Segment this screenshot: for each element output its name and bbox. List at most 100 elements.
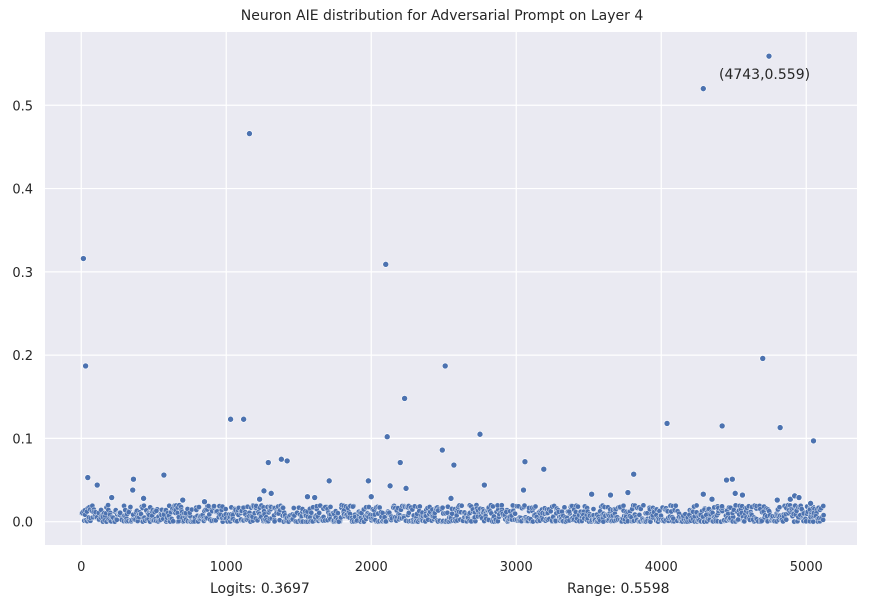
data-point xyxy=(105,502,111,508)
data-point xyxy=(773,496,781,504)
data-point xyxy=(179,496,187,504)
data-point xyxy=(290,505,297,511)
data-point xyxy=(141,502,147,509)
data-point xyxy=(402,485,410,492)
data-point xyxy=(450,461,458,469)
data-point xyxy=(417,503,423,510)
data-point xyxy=(327,504,334,510)
data-point xyxy=(728,475,736,483)
data-point xyxy=(783,516,790,523)
data-points xyxy=(80,52,817,507)
data-point xyxy=(84,474,92,481)
data-point xyxy=(693,502,700,509)
data-point xyxy=(521,458,529,466)
data-point xyxy=(607,491,614,499)
data-point xyxy=(153,508,160,514)
data-point xyxy=(382,261,390,268)
dense-points-band xyxy=(78,502,827,525)
data-point xyxy=(540,465,548,473)
data-point xyxy=(521,502,528,509)
data-point xyxy=(160,471,168,479)
data-point xyxy=(620,502,627,509)
data-point xyxy=(117,509,123,516)
x-tick-label: 0 xyxy=(77,560,85,575)
y-tick-label: 0.2 xyxy=(12,349,33,364)
data-point xyxy=(227,415,234,423)
data-point xyxy=(350,503,356,510)
data-point xyxy=(731,490,739,497)
data-point xyxy=(240,415,247,423)
data-point xyxy=(630,470,638,478)
data-point xyxy=(739,491,746,499)
data-point xyxy=(82,362,89,370)
data-point xyxy=(386,482,394,490)
data-point xyxy=(590,506,597,512)
chart-title: Neuron AIE distribution for Adversarial … xyxy=(241,8,644,24)
data-point xyxy=(776,424,784,431)
data-point xyxy=(447,495,455,502)
data-point xyxy=(246,130,253,137)
data-point xyxy=(699,490,707,498)
data-point xyxy=(547,508,554,515)
data-point xyxy=(719,503,725,510)
data-point xyxy=(130,475,137,483)
data-point xyxy=(575,503,581,510)
x-tick-label: 5000 xyxy=(790,560,823,575)
data-point xyxy=(256,495,263,503)
data-point xyxy=(490,503,496,510)
data-point xyxy=(624,489,632,496)
data-point xyxy=(439,504,446,511)
data-point xyxy=(365,477,372,485)
data-point xyxy=(765,52,773,60)
data-point xyxy=(127,504,134,510)
data-point xyxy=(820,503,827,509)
y-tick-label: 0.5 xyxy=(12,99,33,114)
data-point xyxy=(640,502,647,509)
data-point xyxy=(520,486,527,494)
data-point xyxy=(140,495,147,502)
y-tick-label: 0.4 xyxy=(12,183,33,198)
data-point xyxy=(264,459,272,466)
data-point xyxy=(663,420,671,427)
data-point xyxy=(278,455,285,463)
data-point xyxy=(280,505,286,511)
data-point xyxy=(566,508,573,515)
data-point xyxy=(267,490,275,497)
data-point xyxy=(561,504,568,511)
data-point xyxy=(759,355,767,362)
data-point xyxy=(718,422,726,430)
data-point xyxy=(308,509,315,516)
data-point xyxy=(810,437,817,445)
data-point xyxy=(636,512,643,518)
data-point xyxy=(396,459,404,466)
data-point xyxy=(406,509,412,516)
data-point xyxy=(311,494,319,501)
data-point xyxy=(316,510,322,516)
data-point xyxy=(786,495,794,503)
data-point xyxy=(807,500,814,507)
data-point xyxy=(211,503,217,509)
data-point xyxy=(708,495,716,503)
data-point xyxy=(201,498,208,505)
y-tick-label: 0.3 xyxy=(12,266,33,281)
data-point xyxy=(438,446,446,454)
y-tick-label: 0.1 xyxy=(12,432,33,447)
y-tick-label: 0.0 xyxy=(12,516,33,531)
data-point xyxy=(80,255,87,262)
data-point xyxy=(335,510,341,516)
data-point xyxy=(260,487,268,495)
data-point xyxy=(476,430,484,438)
data-point xyxy=(532,503,539,510)
data-point xyxy=(129,486,137,494)
data-point xyxy=(114,517,120,523)
data-point xyxy=(401,395,408,402)
x-tick-label: 4000 xyxy=(645,560,678,575)
data-point xyxy=(820,512,827,518)
range-label: Range: 0.5598 xyxy=(567,581,670,597)
data-point xyxy=(481,481,488,489)
data-point xyxy=(383,433,391,441)
data-point xyxy=(723,476,730,484)
x-tick-label: 2000 xyxy=(355,560,388,575)
data-point xyxy=(588,490,595,498)
